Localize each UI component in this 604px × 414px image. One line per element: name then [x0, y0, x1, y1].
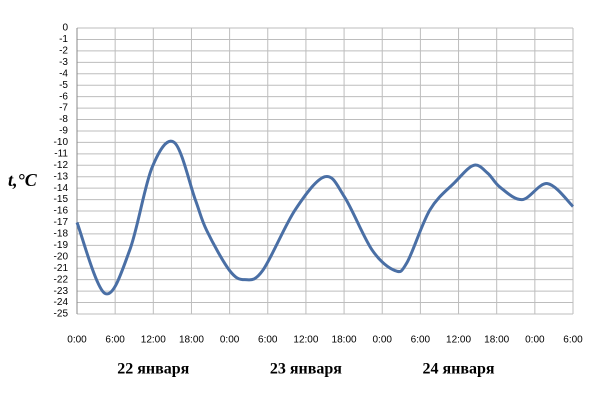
- y-tick-label: -25: [54, 309, 69, 320]
- y-tick-label: -6: [59, 91, 68, 102]
- y-tick-label: -2: [59, 46, 68, 57]
- day-label: 22 января: [117, 361, 189, 378]
- x-tick-label: 12:00: [446, 335, 471, 346]
- y-tick-label: -13: [54, 171, 69, 182]
- y-tick-label: -19: [54, 240, 69, 251]
- y-tick-label: -14: [54, 183, 69, 194]
- y-tick-label: -4: [59, 68, 68, 79]
- y-tick-label: -16: [54, 206, 69, 217]
- x-tick-label: 18:00: [484, 335, 509, 346]
- x-tick-label: 12:00: [141, 335, 166, 346]
- x-tick-label: 6:00: [411, 335, 431, 346]
- y-tick-label: -3: [59, 57, 68, 68]
- y-axis-label: t,°C: [8, 170, 38, 190]
- x-tick-label: 0:00: [372, 335, 392, 346]
- x-tick-label: 6:00: [258, 335, 278, 346]
- y-tick-label: -11: [54, 148, 68, 159]
- y-tick-label: 0: [62, 23, 68, 34]
- temperature-line: [75, 139, 575, 296]
- y-tick-label: -12: [54, 160, 69, 171]
- y-tick-label: -9: [59, 126, 68, 137]
- x-tick-label: 0:00: [525, 335, 545, 346]
- y-tick-label: -8: [59, 114, 68, 125]
- y-tick-label: -23: [54, 286, 69, 297]
- x-tick-label: 6:00: [105, 335, 125, 346]
- y-tick-label: -1: [59, 34, 68, 45]
- y-tick-label: -22: [54, 274, 69, 285]
- y-tick-label: -10: [54, 137, 69, 148]
- x-tick-label: 18:00: [179, 335, 204, 346]
- y-tick-label: -24: [54, 297, 69, 308]
- x-tick-label: 18:00: [332, 335, 357, 346]
- y-tick-label: -7: [59, 103, 68, 114]
- y-tick-label: -17: [54, 217, 69, 228]
- x-tick-label: 12:00: [293, 335, 318, 346]
- x-tick-label: 0:00: [67, 335, 87, 346]
- day-label: 23 января: [270, 361, 342, 378]
- y-tick-label: -15: [54, 194, 69, 205]
- x-tick-label: 6:00: [563, 335, 583, 346]
- y-tick-label: -18: [54, 229, 69, 240]
- y-tick-label: -21: [54, 263, 69, 274]
- x-tick-label: 0:00: [220, 335, 240, 346]
- y-tick-label: -20: [54, 251, 69, 262]
- day-label: 24 января: [422, 361, 494, 378]
- y-tick-label: -5: [59, 80, 68, 91]
